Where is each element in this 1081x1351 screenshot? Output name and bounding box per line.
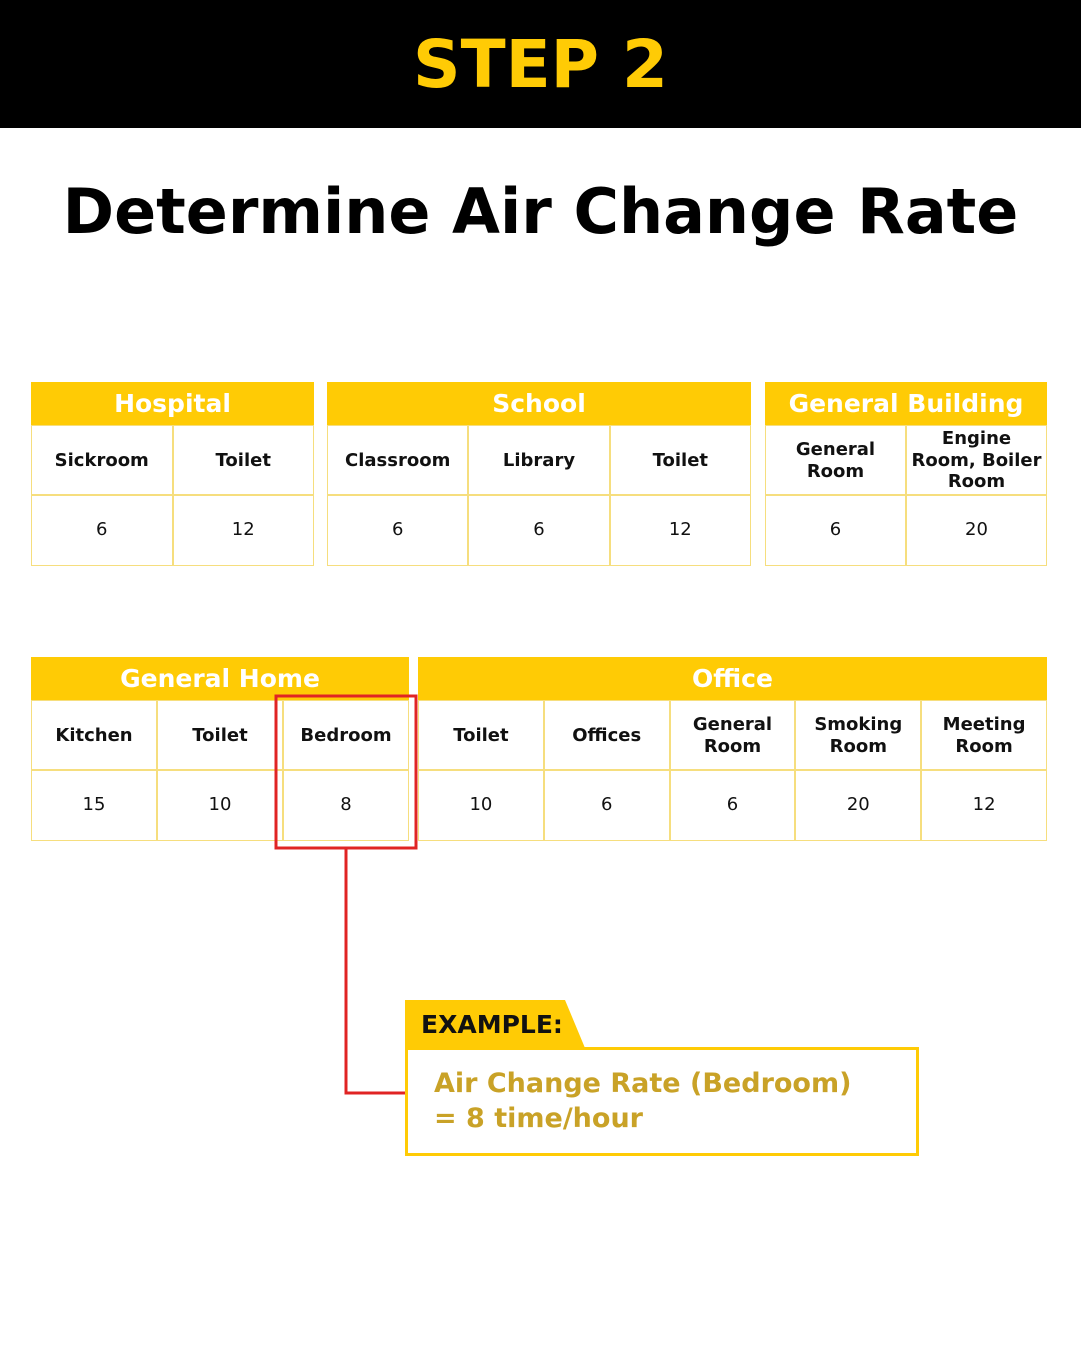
connector [344,848,405,1095]
rate-value: 6 [468,494,610,566]
column-label: Toilet [609,425,751,496]
rate-value: 20 [795,769,922,841]
rate-value: 10 [418,769,544,841]
rate-value: 6 [765,494,906,566]
rate-value: 20 [906,494,1047,566]
example-line: = 8 time/hour [434,1103,643,1135]
example-line: Air Change Rate (Bedroom) [434,1068,852,1099]
group-header: Office [418,657,1047,700]
group-header: General Home [31,657,409,700]
column-label: General Room [669,700,796,771]
rate-value: 12 [609,494,751,566]
example-box: Air Change Rate (Bedroom) = 8 time/hour [405,1047,919,1156]
column-label: Bedroom [283,700,409,771]
column-label: Toilet [157,700,283,771]
rate-value: 12 [172,494,314,566]
rate-value: 10 [157,769,283,841]
column-label: Library [468,425,610,496]
column-label: Meeting Room [921,700,1047,771]
rate-value: 6 [31,494,173,566]
rate-value: 6 [327,494,469,566]
group-header: General Building [765,382,1047,425]
rate-value: 6 [543,769,670,841]
column-label: Classroom [327,425,469,496]
example-label: EXAMPLE: [405,1000,585,1048]
group-header: School [327,382,751,425]
column-label: Offices [543,700,670,771]
highlight-box [274,694,418,850]
rate-value: 15 [31,769,157,841]
rate-value: 6 [669,769,796,841]
rate-value: 12 [921,769,1047,841]
group-header: Hospital [31,382,314,425]
column-label: Toilet [172,425,314,496]
column-label: Engine Room, Boiler Room [906,425,1047,496]
column-label: Toilet [418,700,544,771]
page-title: Determine Air Change Rate [62,175,1019,248]
column-label: Smoking Room [795,700,922,771]
step-header: STEP 2 [0,0,1081,128]
column-label: General Room [765,425,906,496]
column-label: Kitchen [31,700,157,771]
rate-value: 8 [283,769,409,841]
column-label: Sickroom [31,425,173,496]
